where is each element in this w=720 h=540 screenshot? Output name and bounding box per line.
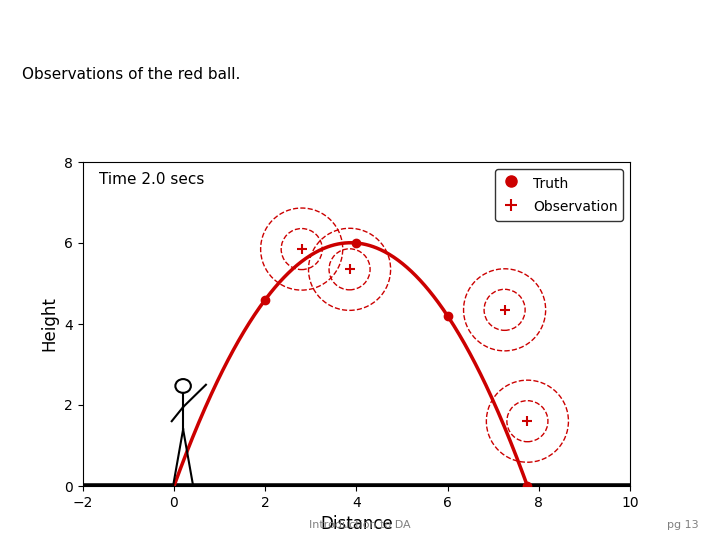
Text: Introduction to DA: Introduction to DA bbox=[309, 520, 411, 530]
Legend: Truth, Observation: Truth, Observation bbox=[495, 169, 623, 221]
Text: Data Assimilation: Building a simple forecast system: Data Assimilation: Building a simple for… bbox=[49, 18, 671, 38]
Text: Time 2.0 secs: Time 2.0 secs bbox=[99, 172, 204, 187]
Text: pg 13: pg 13 bbox=[667, 520, 698, 530]
Text: Observations of the red ball.: Observations of the red ball. bbox=[22, 67, 240, 82]
Y-axis label: Height: Height bbox=[40, 296, 58, 352]
X-axis label: Distance: Distance bbox=[320, 515, 393, 534]
